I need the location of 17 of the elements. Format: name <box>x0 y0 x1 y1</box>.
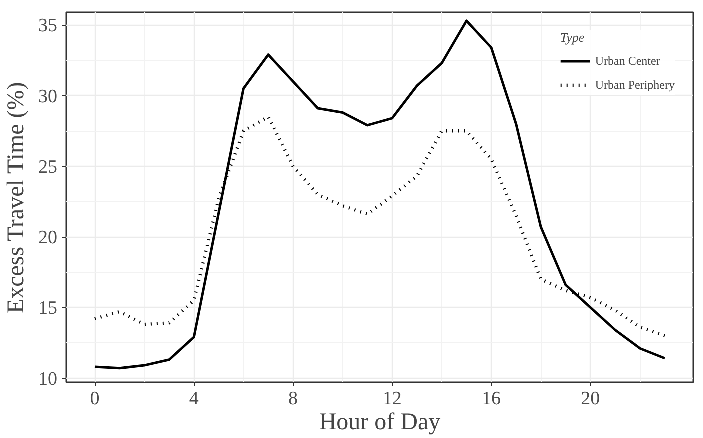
x-tick-label: 4 <box>189 388 200 410</box>
x-tick-label: 20 <box>581 388 600 410</box>
y-tick-label: 25 <box>38 156 58 178</box>
y-tick-label: 20 <box>38 228 58 249</box>
y-tick-label: 35 <box>38 16 58 37</box>
x-tick-label: 16 <box>482 388 502 410</box>
x-tick-label: 0 <box>90 388 100 410</box>
legend-label: Urban Center <box>595 54 660 68</box>
x-axis-title: Hour of Day <box>319 410 441 436</box>
y-axis-title: Excess Travel Time (%) <box>4 82 30 314</box>
legend-label: Urban Periphery <box>595 78 675 92</box>
y-tick-label: 30 <box>38 86 58 108</box>
y-tick-label: 15 <box>38 298 58 320</box>
legend-title: Type <box>560 30 586 46</box>
y-tick-label: 10 <box>38 368 58 390</box>
x-tick-label: 8 <box>288 388 298 410</box>
x-tick-label: 12 <box>382 388 402 410</box>
